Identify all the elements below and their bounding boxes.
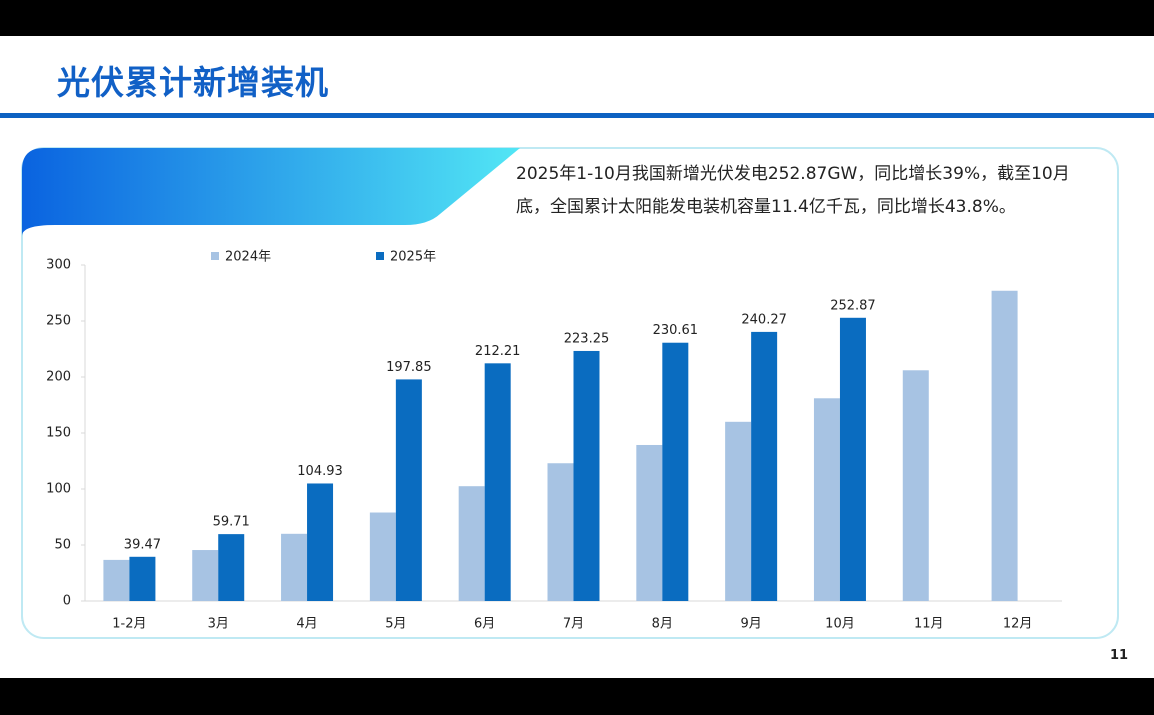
- bar: [902, 370, 929, 601]
- title: 光伏累计新增装机: [57, 63, 329, 102]
- panel-header: [22, 148, 520, 236]
- x-tick-label: 7月: [563, 617, 584, 632]
- bar: [662, 342, 689, 601]
- x-tick-label: 6月: [474, 617, 495, 632]
- chart: 0 50 100 150 200 250 300 2024年 2025年 1-2月 39.47 3月 5…: [21, 147, 1119, 639]
- data-label: 240.27: [741, 312, 787, 327]
- bar: [458, 486, 485, 601]
- bar: [573, 350, 600, 601]
- bar: [395, 379, 422, 601]
- legend-marker: [211, 252, 219, 260]
- bar: [547, 463, 574, 601]
- bar: [281, 533, 308, 601]
- bar: [725, 421, 752, 601]
- slide: 0 50 100 150 200 250 300 2024年 2025年 1-2月 39.47 3月 5…: [0, 36, 1154, 678]
- page-number: 11: [1110, 648, 1129, 663]
- x-tick-label: 11月: [914, 617, 944, 632]
- x-tick-label: 12月: [1003, 617, 1033, 632]
- y-tick-label: 200: [46, 370, 71, 385]
- x-tick-label: 9月: [740, 617, 761, 632]
- bar: [991, 290, 1018, 601]
- x-tick-label: 10月: [825, 617, 855, 632]
- bar: [307, 483, 334, 601]
- bar: [484, 363, 511, 601]
- data-label: 39.47: [124, 537, 161, 552]
- description: 2025年1-10月我国新增光伏发电252.87GW，同比增长39%，截至10月…: [516, 164, 1070, 217]
- data-label: 252.87: [830, 298, 876, 313]
- bar: [369, 512, 396, 601]
- y-tick-label: 100: [46, 482, 71, 497]
- legend-marker: [376, 252, 384, 260]
- x-tick-label: 8月: [652, 617, 673, 632]
- data-label: 59.71: [213, 515, 250, 530]
- rule: [0, 113, 1154, 118]
- bar: [192, 550, 219, 601]
- data-label: 104.93: [297, 464, 343, 479]
- x-tick-label: 4月: [296, 617, 317, 632]
- data-label: 223.25: [564, 331, 610, 346]
- legend-label: 2025年: [390, 250, 436, 265]
- x-tick-label: 5月: [385, 617, 406, 632]
- y-tick-label: 0: [63, 594, 71, 609]
- data-label: 212.21: [475, 344, 521, 359]
- legend-label: 2024年: [225, 250, 271, 265]
- y-tick-label: 50: [54, 538, 71, 553]
- y-tick-label: 300: [46, 258, 71, 273]
- y-tick-label: 250: [46, 314, 71, 329]
- y-tick-label: 150: [46, 426, 71, 441]
- bar: [751, 331, 778, 601]
- data-label: 230.61: [653, 323, 699, 338]
- x-tick-label: 3月: [208, 617, 229, 632]
- bar: [636, 444, 663, 601]
- bar: [218, 534, 245, 601]
- bar: [129, 556, 156, 601]
- bar: [813, 398, 840, 601]
- bar: [839, 317, 866, 601]
- x-tick-label: 1-2月: [112, 617, 146, 632]
- bar: [103, 559, 130, 601]
- data-label: 197.85: [386, 360, 432, 375]
